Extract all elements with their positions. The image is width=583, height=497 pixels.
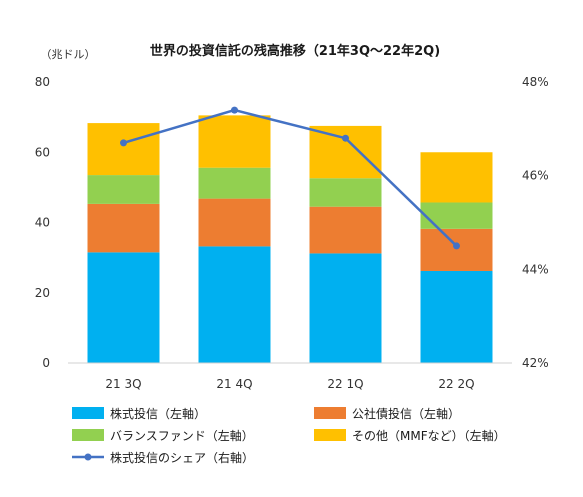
legend-swatch [72, 407, 104, 419]
legend-label: その他（MMFなど）（左軸） [352, 428, 506, 443]
y-tick-left: 20 [35, 286, 50, 300]
share-line [123, 108, 458, 247]
share-line-group [120, 106, 460, 250]
y-tick-left: 40 [35, 216, 50, 230]
bar-segment [87, 203, 160, 253]
x-tick-label: 22 1Q [327, 377, 363, 391]
legend-label: 株式投信のシェア（右軸） [110, 450, 254, 465]
chart-title: 世界の投資信託の残高推移（21年3Q～22年2Q) [150, 43, 440, 59]
bar-segment [198, 198, 271, 247]
y-axis-unit-label: （兆ドル） [41, 48, 96, 61]
legend-swatch [72, 429, 104, 441]
legend-swatch [314, 429, 346, 441]
bar-stack-group [87, 115, 493, 363]
bar-segment [198, 115, 271, 168]
bar-segment [309, 206, 382, 254]
bar-segment [198, 167, 271, 199]
bar-segment [87, 175, 160, 204]
y-tick-right: 44% [522, 262, 549, 276]
legend: 株式投信（左軸） 公社債投信（左軸） バランスファンド（左軸） その他（MMFなど）（… [72, 406, 506, 465]
share-line-point [120, 139, 127, 147]
bar-segment [87, 123, 160, 176]
bar-segment [198, 246, 271, 363]
x-tick-label: 21 4Q [216, 377, 252, 391]
bar-segment [309, 253, 382, 363]
bar-segment [87, 252, 160, 363]
y-axis-right: 42% 44% 46% 48% [522, 75, 549, 370]
y-tick-left: 80 [35, 75, 50, 89]
bar-segment [420, 202, 493, 229]
x-axis-categories: 21 3Q 21 4Q 22 1Q 22 2Q [105, 377, 474, 391]
legend-label: バランスファンド（左軸） [110, 428, 254, 443]
share-line-point [231, 106, 238, 114]
legend-line-marker [84, 453, 92, 461]
bar-segment [420, 270, 493, 363]
y-tick-right: 42% [522, 356, 549, 370]
y-tick-left: 0 [42, 356, 50, 370]
y-tick-right: 46% [522, 169, 549, 183]
bar-segment [309, 178, 382, 207]
bar-segment [420, 228, 493, 271]
bar-segment [420, 152, 493, 203]
share-line-point [342, 134, 349, 142]
legend-label: 株式投信（左軸） [110, 406, 206, 421]
y-tick-right: 48% [522, 75, 549, 89]
legend-swatch [314, 407, 346, 419]
y-axis-left: 0 20 40 60 80 [35, 75, 50, 370]
x-tick-label: 21 3Q [105, 377, 141, 391]
legend-label: 公社債投信（左軸） [352, 406, 460, 421]
bar-segment [309, 125, 382, 179]
share-line-point [453, 242, 460, 250]
y-tick-left: 60 [35, 145, 50, 159]
x-tick-label: 22 2Q [438, 377, 474, 391]
